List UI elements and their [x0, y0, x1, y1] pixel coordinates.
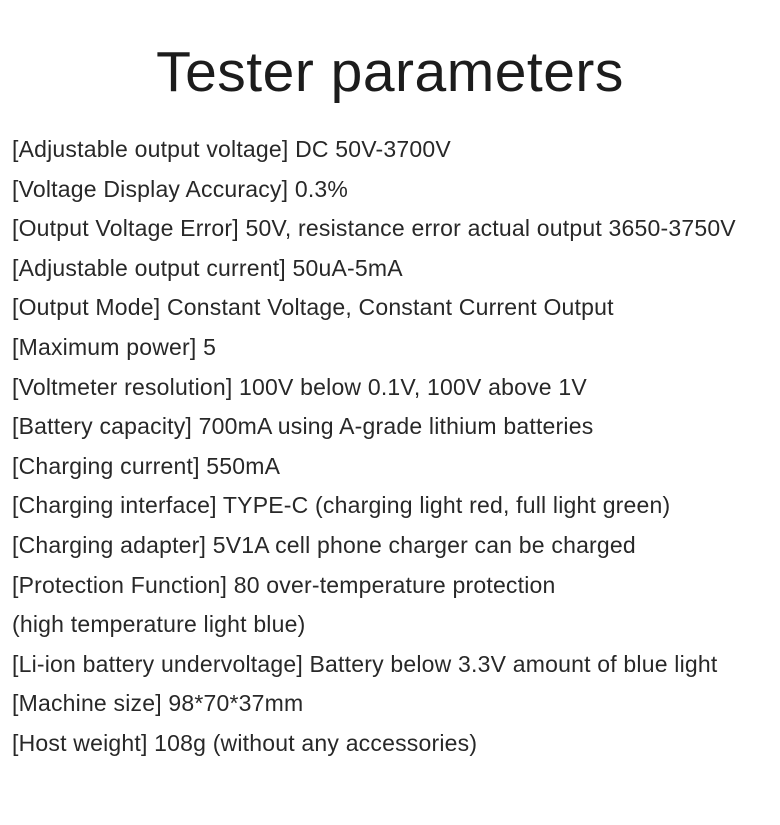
parameter-line: [Charging adapter] 5V1A cell phone charg… [12, 526, 770, 566]
parameter-line: [Adjustable output voltage] DC 50V-3700V [12, 130, 770, 170]
parameter-label: [Charging adapter] [12, 531, 213, 558]
parameters-list: [Adjustable output voltage] DC 50V-3700V… [0, 130, 780, 764]
parameter-line: [Voltmeter resolution] 100V below 0.1V, … [12, 368, 770, 408]
parameter-value: Battery below 3.3V amount of blue light [309, 650, 718, 677]
parameter-value: 50uA-5mA [292, 254, 403, 281]
parameter-label: [Charging interface] [12, 492, 223, 519]
parameter-label: [Output Voltage Error] [12, 215, 246, 242]
parameter-line: [Adjustable output current] 50uA-5mA [12, 249, 770, 289]
parameter-line: [Output Voltage Error] 50V, resistance e… [12, 209, 770, 249]
parameter-line: [Machine size] 98*70*37mm [12, 684, 770, 724]
parameter-value: 0.3% [294, 175, 349, 202]
parameter-line: [Charging interface] TYPE-C (charging li… [12, 486, 770, 526]
parameter-value: 550mA [206, 452, 281, 479]
parameter-value: 50V, resistance error actual output 3650… [245, 215, 736, 242]
parameter-value: 98*70*37mm [168, 690, 304, 717]
parameter-value: 5 [203, 333, 217, 360]
parameter-label: [Machine size] [12, 690, 169, 717]
parameter-line: (high temperature light blue) [12, 605, 770, 645]
parameter-line: [Output Mode] Constant Voltage, Constant… [12, 288, 770, 328]
parameter-value: 100V below 0.1V, 100V above 1V [239, 373, 587, 400]
parameter-label: [Li-ion battery undervoltage] [12, 650, 310, 677]
parameter-value: 108g (without any accessories) [154, 729, 478, 756]
parameter-value: DC 50V-3700V [295, 136, 451, 162]
parameter-label: [Charging current] [12, 452, 207, 479]
parameter-line: [Maximum power] 5 [12, 328, 770, 368]
parameter-label: [Adjustable output current] [12, 254, 293, 281]
parameter-line: [Battery capacity] 700mA using A-grade l… [12, 407, 770, 447]
parameter-value: (high temperature light blue) [12, 611, 306, 638]
parameter-label: [Voltage Display Accuracy] [12, 175, 295, 202]
parameter-value: 700mA using A-grade lithium batteries [198, 413, 594, 440]
parameter-line: [Voltage Display Accuracy] 0.3% [12, 170, 770, 210]
parameter-line: [Li-ion battery undervoltage] Battery be… [12, 645, 770, 685]
page-title: Tester parameters [156, 40, 624, 104]
parameter-line: [Charging current] 550mA [12, 447, 770, 487]
parameter-value: TYPE-C (charging light red, full light g… [222, 492, 671, 519]
parameter-value: 80 over-temperature protection [233, 571, 556, 598]
parameter-label: [Adjustable output voltage] [12, 136, 296, 162]
parameter-line: [Host weight] 108g (without any accessor… [12, 724, 770, 764]
parameter-label: [Protection Function] [12, 571, 234, 598]
parameter-line: [Protection Function] 80 over-temperatur… [12, 566, 770, 606]
parameter-label: [Host weight] [12, 729, 155, 756]
parameter-value: 5V1A cell phone charger can be charged [212, 531, 636, 558]
parameter-label: [Output Mode] [12, 294, 167, 321]
parameter-label: [Voltmeter resolution] [12, 373, 240, 400]
parameter-label: [Maximum power] [12, 333, 204, 360]
parameter-label: [Battery capacity] [12, 413, 199, 440]
parameter-value: Constant Voltage, Constant Current Outpu… [166, 294, 614, 321]
